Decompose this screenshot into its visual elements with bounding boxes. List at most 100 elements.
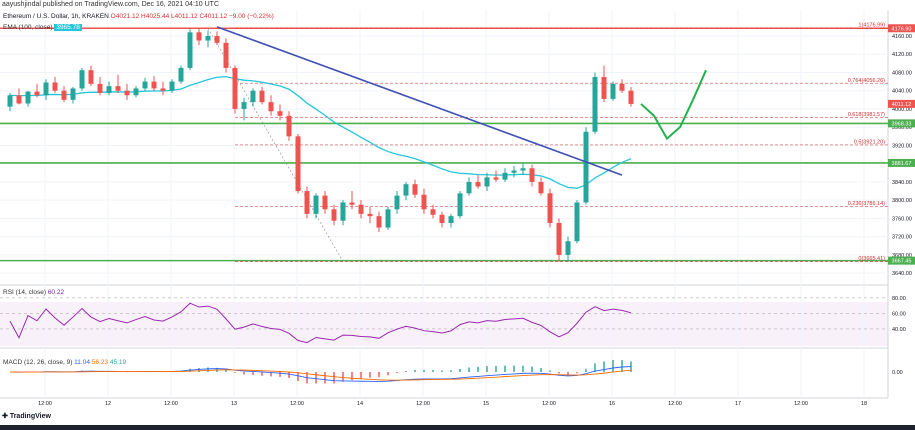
price-badge-label: 4176.90 xyxy=(892,26,912,32)
tv-logo-text: TradingView xyxy=(9,413,51,420)
candle-body xyxy=(106,86,112,93)
candle-body xyxy=(475,181,481,187)
price-tick-label: 3760.00 xyxy=(892,216,912,222)
ohlc-values: O4021.12 H4025.44 L4011.12 C4011.12 −9.0… xyxy=(110,13,274,20)
ema-line xyxy=(9,76,632,189)
price-axis: 4160.00 4120.00 4080.00 4040.00 4000.00 3960.… xyxy=(892,34,912,277)
macd-label: MACD (12, 26, close, 9) xyxy=(3,359,73,366)
candle-body xyxy=(115,86,121,91)
fib-label: 0.5(3921.20) xyxy=(854,139,885,145)
macd-value-2: 56.23 xyxy=(91,359,109,366)
candle-body xyxy=(565,241,571,255)
price-tick-label: 4000.00 xyxy=(892,107,912,113)
candle-body xyxy=(457,193,463,217)
candle-body xyxy=(259,90,265,103)
price-tick-label: 3840.00 xyxy=(892,180,912,186)
candle-body xyxy=(421,194,427,210)
candle-body xyxy=(331,209,337,221)
price-tick-label: 4120.00 xyxy=(892,52,912,58)
candle-body xyxy=(619,83,625,91)
time-tick-label: 12:00 xyxy=(290,401,304,407)
price-tick-label: 4160.00 xyxy=(892,34,912,40)
candle-body xyxy=(484,177,490,187)
candle-body xyxy=(340,202,346,221)
price-tick-label: 4040.00 xyxy=(892,89,912,95)
bearish-trendline xyxy=(216,26,623,176)
candle-body xyxy=(34,91,40,96)
rsi-tick-label: 40.00 xyxy=(892,327,906,333)
bottom-bar xyxy=(0,425,915,430)
candle-body xyxy=(511,170,517,173)
projection-path xyxy=(640,69,707,141)
candle-body xyxy=(88,70,94,84)
time-tick-label: 13 xyxy=(231,401,237,407)
candle-body xyxy=(502,172,508,180)
rsi-line: 80.00 60.00 40.00 xyxy=(0,296,906,344)
time-tick-label: 16 xyxy=(609,401,615,407)
time-tick-label: 12:00 xyxy=(668,401,682,407)
price-tick-label: 3960.00 xyxy=(892,125,912,131)
candle-body xyxy=(52,82,58,91)
price-badge-label: 3881.67 xyxy=(892,161,912,167)
price-badge-label: 3667.45 xyxy=(892,259,912,265)
candle-body xyxy=(205,35,211,41)
candle-body xyxy=(601,77,607,99)
macd-signal-line xyxy=(9,369,632,381)
time-tick-label: 12:00 xyxy=(38,401,52,407)
price-badge xyxy=(888,99,915,108)
time-axis: 12:00 12 12:00 13 12:00 14 12:00 15 12:00 16 12:00… xyxy=(38,401,867,407)
fib-label: 1(4176.99) xyxy=(858,23,885,29)
symbol-label: Ethereum / U.S. Dollar, 1h, KRAKEN xyxy=(3,13,109,20)
price-badge xyxy=(888,24,915,33)
candle-body xyxy=(187,32,193,68)
tradingview-logo[interactable]: ✚ TradingView xyxy=(2,412,51,420)
candle-body xyxy=(232,67,238,109)
symbol-header: Ethereum / U.S. Dollar, 1h, KRAKEN O4021… xyxy=(3,13,274,20)
candle-body xyxy=(439,214,445,223)
candle-body xyxy=(16,95,22,104)
candle-body xyxy=(448,216,454,223)
macd-tick-label: 0.00 xyxy=(892,370,903,376)
ema-label: EMA (100, close) xyxy=(3,24,53,31)
time-tick-label: 12:00 xyxy=(542,401,556,407)
fib-label: 0.764(4056.26) xyxy=(848,78,885,84)
candle-body xyxy=(97,83,103,93)
candle-body xyxy=(592,77,598,132)
candle-body xyxy=(250,90,256,103)
candle-body xyxy=(430,209,436,215)
rsi-polyline xyxy=(9,302,632,344)
candle-body xyxy=(196,32,202,41)
rsi-label: RSI (14, close) xyxy=(3,289,46,296)
candle-body xyxy=(529,168,535,182)
candle-body xyxy=(583,131,589,203)
candle-body xyxy=(556,222,562,255)
candle-body xyxy=(358,204,364,214)
fib-label: 0.618(3981.57) xyxy=(848,112,885,118)
candle-body xyxy=(385,209,391,228)
candle-body xyxy=(466,181,472,194)
candle-body xyxy=(349,202,355,205)
candle-body xyxy=(295,136,301,192)
rsi-value: 60.22 xyxy=(47,289,65,296)
candle-body xyxy=(376,216,382,228)
fib-label: 0(3665.41) xyxy=(858,256,885,262)
candle-body xyxy=(394,195,400,210)
candles xyxy=(7,27,634,262)
candle-body xyxy=(79,70,85,89)
time-tick-label: 12:00 xyxy=(416,401,430,407)
price-badge xyxy=(888,256,915,265)
candle-body xyxy=(223,42,229,68)
price-tick-label: 3800.00 xyxy=(892,198,912,204)
candle-body xyxy=(133,88,139,96)
rsi-tick-label: 80.00 xyxy=(892,296,906,302)
price-tick-label: 3640.00 xyxy=(892,271,912,277)
candle-body xyxy=(547,193,553,223)
time-tick-label: 15 xyxy=(483,401,489,407)
time-tick-label: 14 xyxy=(357,401,363,407)
candle-body xyxy=(412,184,418,195)
rsi-tick-label: 60.00 xyxy=(892,311,906,317)
macd-pane xyxy=(0,350,888,395)
candle-body xyxy=(151,81,157,89)
candle-body xyxy=(241,102,247,109)
